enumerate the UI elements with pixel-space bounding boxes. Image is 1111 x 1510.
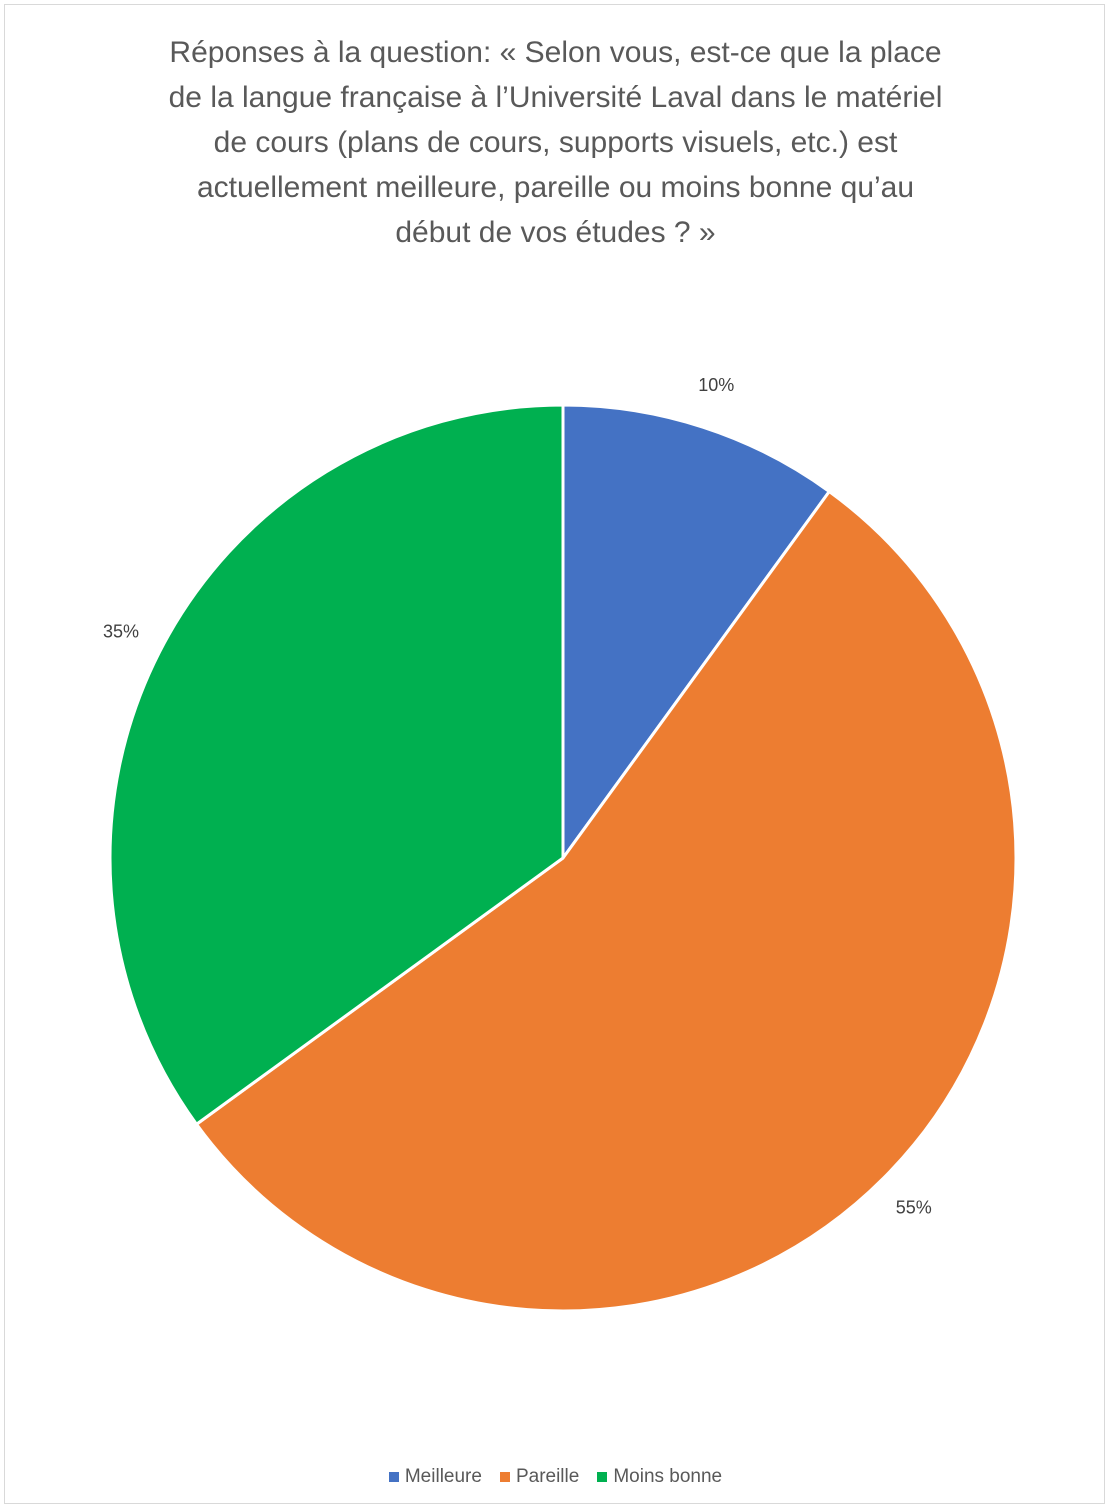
pie-slice-meilleure [561,403,831,860]
legend-swatch [388,1472,399,1482]
chart-title-line: de cours (plans de cours, supports visue… [213,126,898,159]
chart-title-line: actuellement meilleure, pareille ou moin… [196,171,915,204]
pie-slice-moins-bonne [108,403,565,1126]
legend-item-pareille: Pareille [499,1466,580,1488]
data-label-meilleure: 10% [698,375,734,395]
pie-slice-pareille [195,490,1018,1313]
legend-swatch [597,1472,608,1482]
chart-title-line: Réponses à la question: « Selon vous, es… [169,36,942,69]
legend-label: Moins bonne [613,1466,723,1487]
legend-label: Pareille [515,1466,580,1487]
legend-swatch [499,1472,510,1482]
legend-item-moins-bonne: Moins bonne [597,1466,722,1488]
chart-legend: Meilleure Pareille Moins bonne [0,1466,1111,1488]
data-label-pareille: 55% [896,1197,932,1217]
data-label-moins-bonne: 35% [103,622,139,642]
legend-item-meilleure: Meilleure [388,1466,482,1488]
legend-label: Meilleure [404,1466,482,1487]
chart-title: Réponses à la question: « Selon vous, es… [80,30,1031,255]
chart-title-line: début de vos études ? » [395,216,716,249]
chart-title-line: de la langue française à l’Université La… [168,81,943,114]
